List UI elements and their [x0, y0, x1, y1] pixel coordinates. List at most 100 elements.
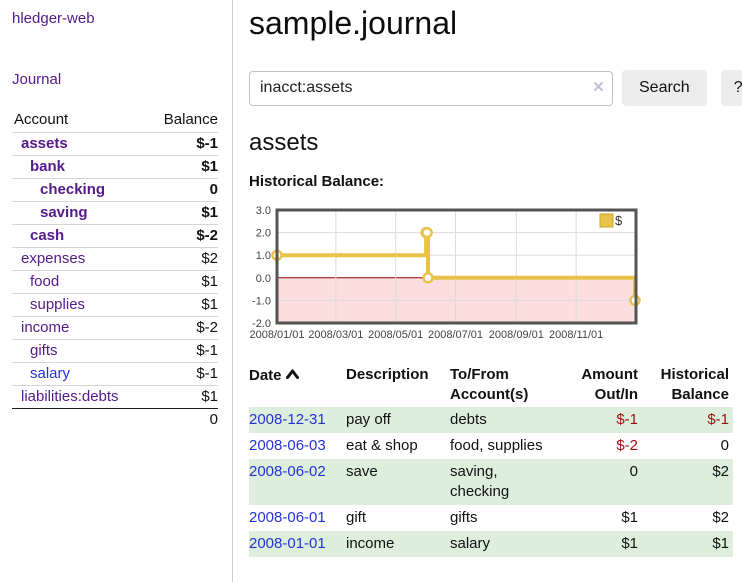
account-link-liabilities-debts[interactable]: liabilities:debts [21, 388, 119, 405]
chart-label: Historical Balance: [249, 173, 385, 190]
transaction-accounts: saving, checking [450, 463, 510, 500]
account-balance: $2 [148, 247, 218, 271]
accounts-header-balance: Balance [163, 111, 218, 128]
transaction-accounts: gifts [450, 509, 478, 526]
transaction-description: income [346, 535, 395, 552]
account-page-title: assets [249, 129, 319, 156]
account-row: bank $1 [12, 155, 218, 179]
account-balance: $-1 [148, 339, 218, 363]
account-row: food $1 [12, 270, 218, 294]
account-link-cash[interactable]: cash [30, 227, 65, 244]
register-table: Date Description To/From Account(s) Amou… [249, 363, 733, 557]
transaction-amount: $-1 [616, 411, 638, 428]
account-row: liabilities:debts $1 [12, 385, 218, 409]
account-balance: $-2 [148, 224, 218, 248]
accounts-header-account: Account [14, 111, 69, 128]
svg-text:1.0: 1.0 [256, 250, 271, 262]
transaction-balance: $1 [712, 535, 729, 552]
register-header-accounts: To/From Account(s) [450, 366, 529, 403]
svg-text:2008/01/01: 2008/01/01 [249, 329, 304, 341]
historical-balance-chart: $3.0 2.0 1.0 0.0 -1.0 -2.0 2008/01/01 2008/03/0… [249, 196, 742, 346]
transaction-description: eat & shop [346, 437, 418, 454]
search-bar: × Search ? [249, 70, 742, 106]
account-balance: $-2 [148, 316, 218, 340]
sort-asc-icon [285, 365, 299, 385]
transaction-amount: 0 [629, 463, 638, 480]
transaction-date-link[interactable]: 2008-06-02 [249, 463, 326, 480]
accounts-total-row: 0 [12, 408, 218, 431]
register-row: 2008-06-03 eat & shop food, supplies $-2… [249, 433, 733, 459]
transaction-date-link[interactable]: 2008-12-31 [249, 411, 326, 428]
transaction-balance: $-1 [707, 411, 729, 428]
transaction-description: pay off [346, 411, 391, 428]
transaction-amount: $-2 [616, 437, 638, 454]
register-header-description: Description [346, 366, 429, 383]
transaction-date-link[interactable]: 2008-06-01 [249, 509, 326, 526]
account-row: salary $-1 [12, 362, 218, 386]
account-link-food[interactable]: food [30, 273, 60, 290]
brand-link[interactable]: hledger-web [12, 10, 95, 27]
register-header-amount: Amount Out/In [581, 366, 638, 403]
transaction-date-link[interactable]: 2008-01-01 [249, 535, 326, 552]
transaction-amount: $1 [621, 535, 638, 552]
sidebar-item-journal[interactable]: Journal [12, 71, 62, 88]
clear-search-icon[interactable]: × [592, 76, 604, 98]
register-header-date[interactable]: Date [249, 363, 346, 407]
account-link-expenses[interactable]: expenses [21, 250, 86, 267]
svg-text:2008/09/01: 2008/09/01 [489, 329, 544, 341]
register-header-row: Date Description To/From Account(s) Amou… [249, 363, 733, 407]
account-balance: $1 [148, 293, 218, 317]
register-row: 2008-12-31 pay off debts $-1 $-1 [249, 407, 733, 433]
page-title: sample.journal [249, 5, 458, 41]
transaction-accounts: debts [450, 411, 487, 428]
account-link-checking[interactable]: checking [40, 181, 106, 198]
account-balance: $1 [148, 155, 218, 179]
account-link-income[interactable]: income [21, 319, 70, 336]
register-row: 2008-01-01 income salary $1 $1 [249, 531, 733, 557]
account-row: supplies $1 [12, 293, 218, 317]
register-row: 2008-06-01 gift gifts $1 $2 [249, 505, 733, 531]
account-balance: $1 [148, 385, 218, 409]
svg-text:-1.0: -1.0 [252, 295, 271, 307]
transaction-date-link[interactable]: 2008-06-03 [249, 437, 326, 454]
svg-text:3.0: 3.0 [256, 205, 271, 217]
account-balance: $-1 [148, 132, 218, 156]
account-link-supplies[interactable]: supplies [30, 296, 86, 313]
accounts-total-value: 0 [148, 408, 218, 431]
account-balance: $1 [148, 201, 218, 225]
account-row: assets $-1 [12, 132, 218, 156]
svg-text:0.0: 0.0 [256, 273, 271, 285]
account-link-assets[interactable]: assets [21, 135, 68, 152]
main-content: sample.journal × Search ? assets Histori… [233, 0, 742, 582]
account-balance: 0 [148, 178, 218, 202]
help-button[interactable]: ? [720, 70, 742, 106]
account-link-salary[interactable]: salary [30, 365, 71, 382]
sidebar: hledger-web Journal Account Balance asse… [0, 0, 233, 582]
svg-text:2008/07/01: 2008/07/01 [428, 329, 483, 341]
svg-text:2008/05/01: 2008/05/01 [368, 329, 423, 341]
transaction-amount: $1 [621, 509, 638, 526]
account-balance: $1 [148, 270, 218, 294]
account-row: cash $-2 [12, 224, 218, 248]
transaction-balance: 0 [720, 437, 729, 454]
svg-text:$: $ [615, 213, 623, 228]
account-link-saving[interactable]: saving [40, 204, 88, 221]
account-row: income $-2 [12, 316, 218, 340]
transaction-description: gift [346, 509, 367, 526]
transaction-accounts: food, supplies [450, 437, 543, 454]
svg-text:2008/03/01: 2008/03/01 [308, 329, 363, 341]
transaction-balance: $2 [712, 509, 729, 526]
transaction-balance: $2 [712, 463, 729, 480]
search-input[interactable] [249, 70, 613, 106]
search-button[interactable]: Search [622, 70, 707, 106]
account-row: gifts $-1 [12, 339, 218, 363]
search-field-wrap: × [249, 70, 613, 106]
account-link-bank[interactable]: bank [30, 158, 66, 175]
transaction-accounts: salary [450, 535, 491, 552]
accounts-table: Account Balance assets $-1 bank $1 check… [12, 108, 218, 431]
account-link-gifts[interactable]: gifts [30, 342, 58, 359]
svg-text:2008/11/01: 2008/11/01 [549, 329, 603, 341]
transaction-description: save [346, 463, 378, 480]
account-row: saving $1 [12, 201, 218, 225]
